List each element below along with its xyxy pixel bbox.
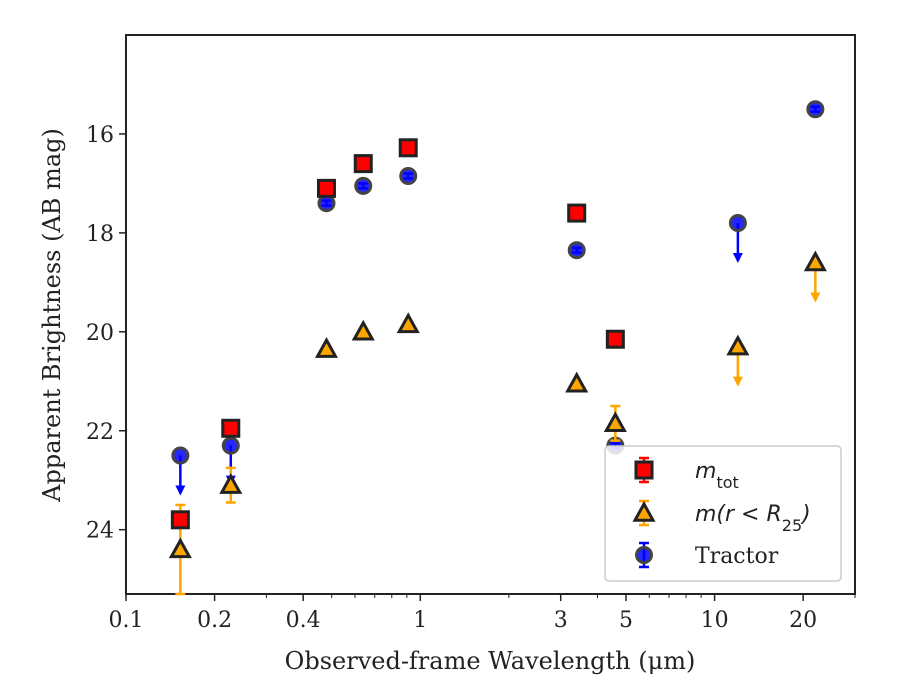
point-square [353,154,373,174]
point-triangle [726,334,750,356]
point-circle [728,213,747,232]
point-circle [567,241,586,260]
point-circle [399,166,418,185]
x-tick-label: 20 [789,608,817,633]
x-axis-label: Observed-frame Wavelength (μm) [285,647,696,675]
point-triangle [803,250,827,272]
point-triangle [565,371,589,393]
legend-entry [635,541,653,569]
axes: 0.1 0.2 0.4 1 3 5 10 20 16 18 20 22 24 [86,34,856,633]
series-square [170,138,625,530]
x-tick-label: 0.1 [109,608,144,633]
point-square [605,329,625,349]
point-circle [221,436,240,455]
y-axis-label: Apparent Brightness (AB mag) [38,128,66,503]
legend-marker [634,460,654,480]
plot-frame [125,34,856,595]
x-tick-label: 5 [619,608,633,633]
data-marks [168,100,827,596]
y-tick-label: 24 [86,519,114,544]
point-triangle [351,319,375,341]
legend: mtot m(r < R25) Tractor [604,445,842,582]
legend-marker [635,546,653,564]
legend-marker [632,500,656,522]
legend-box [604,445,842,582]
y-tick-label: 20 [86,321,114,346]
legend-label: mtot [695,459,739,492]
point-square [316,178,336,198]
point-square [567,203,587,223]
point-triangle [168,537,192,559]
x-tick-label: 0.2 [197,608,232,633]
point-triangle [219,473,243,494]
y-tick-label: 22 [86,420,114,445]
legend-label: Tractor [695,544,779,569]
x-tick-label: 0.4 [286,608,321,633]
point-circle [171,446,190,465]
y-tick-label: 18 [86,222,114,247]
point-triangle [603,411,627,433]
legend-entry [634,456,654,484]
x-tick-label: 1 [413,608,427,633]
x-tick-label: 10 [701,608,729,633]
series-circle [171,100,825,496]
point-triangle [396,312,420,334]
point-circle [317,194,336,213]
point-circle [354,176,373,195]
point-square [398,138,418,158]
y-tick-label: 16 [86,123,114,148]
point-circle [806,100,825,119]
legend-entry [632,499,656,527]
point-triangle [314,337,339,358]
legend-label: m(r < R25) [695,502,811,535]
x-tick-label: 3 [554,608,568,633]
series-triangle [168,250,827,596]
point-square [221,418,241,438]
point-square [170,510,190,530]
